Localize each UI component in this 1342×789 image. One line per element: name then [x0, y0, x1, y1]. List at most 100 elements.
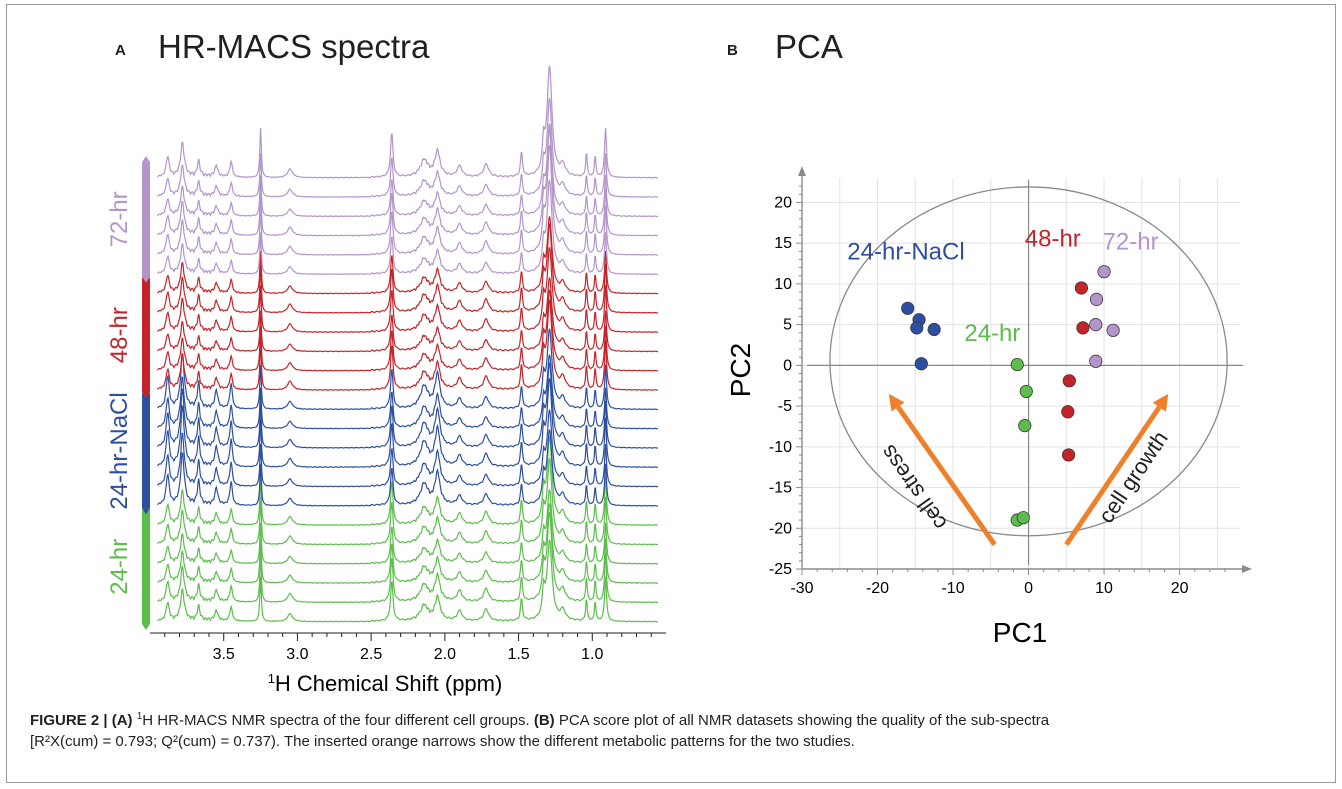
group-bars: 24-hr 24-hr-NaCl 48-hr 72-hr	[106, 156, 150, 630]
spectrum-line	[157, 128, 659, 237]
spectra-tick-label: 3.5	[213, 646, 235, 663]
pca-y-tick-label: -25	[769, 561, 792, 578]
spectrum-line	[157, 436, 659, 526]
pca-y-axis-label: PC2	[725, 343, 756, 397]
pca-x-axis-label: PC1	[993, 617, 1047, 648]
pca-point	[1061, 448, 1076, 462]
group-label: 48-hr	[106, 307, 133, 363]
group-label: 72-hr	[106, 191, 133, 247]
panel-a-letter: A	[115, 42, 126, 59]
group-label: 24-hr	[106, 539, 133, 595]
pca-point	[1019, 384, 1033, 399]
spectrum-line	[157, 179, 659, 276]
caption-part-b-label: (B)	[533, 712, 555, 729]
caption-fig-label: FIGURE 2 |	[30, 712, 108, 729]
spectrum-line	[157, 354, 659, 430]
pca-bottom-axis-arrow	[1242, 565, 1252, 573]
pca-y-tick-label: 10	[774, 276, 792, 293]
spectra-x-axis: 3.5 3.0 2.5 2.0 1.5 1.0	[150, 632, 666, 663]
pca-y-tick-label: -5	[778, 398, 792, 415]
pca-y-tick-label: -20	[769, 520, 792, 537]
spectrum-line	[157, 247, 659, 333]
pca-point	[1074, 281, 1089, 295]
group-bar	[142, 162, 150, 277]
caption-part-a-label: (A)	[111, 712, 133, 729]
spectra-tick-label: 3.0	[286, 646, 308, 663]
spectrum-line	[157, 503, 659, 584]
spectrum-line	[157, 539, 659, 623]
group-bar-cap-top	[142, 156, 150, 163]
pca-y-tick-label: 20	[774, 194, 792, 211]
pca-x-tick-label: -10	[941, 580, 964, 597]
pca-group-labels: 24-hr-NaCl 24-hr 48-hr 72-hr	[847, 225, 1158, 346]
pca-arrow-shaft	[895, 405, 997, 546]
spectra-tick-label: 1.0	[581, 646, 603, 663]
group-bar-cap-bottom	[142, 392, 150, 399]
pca-point	[1062, 374, 1076, 388]
caption-line-1: FIGURE 2 | (A) 1H HR-MACS NMR spectra of…	[30, 706, 1320, 731]
pca-point	[910, 321, 924, 335]
spectrum-line	[157, 328, 659, 411]
pca-y-tick-label: 15	[774, 235, 792, 252]
pca-x-tick-label: 20	[1171, 580, 1189, 597]
pca-point	[914, 357, 928, 371]
spectrum-line	[157, 123, 659, 218]
figure-frame	[6, 4, 1336, 783]
pca-point	[1018, 419, 1032, 433]
spectrum-line	[157, 223, 659, 314]
caption-part-a-text: H HR-MACS NMR spectra of the four differ…	[142, 712, 530, 729]
spectrum-line	[157, 429, 659, 507]
pca-axes: -30 -20 -10 0 10 20 20 15 10 5 0 -5 -10 -15 -20 -25	[769, 166, 1252, 597]
group-bar	[142, 277, 150, 393]
spectrum-line	[157, 362, 659, 449]
pca-hotelling-ellipse	[829, 186, 1228, 537]
pca-point	[1106, 323, 1120, 337]
group-bar-cap-bottom	[142, 276, 150, 283]
caption-part-b-text: PCA score plot of all NMR datasets showi…	[558, 712, 1050, 729]
pca-point	[1097, 265, 1111, 279]
pca-arrow-head	[1152, 393, 1169, 412]
pca-y-tick-label: -10	[769, 439, 792, 456]
pca-group-label: 24-hr-NaCl	[847, 238, 964, 265]
group-bar	[142, 509, 150, 624]
spectrum-line	[157, 216, 659, 295]
spectrum-line	[157, 277, 659, 353]
pca-y-tick-label: 0	[783, 357, 792, 374]
spectrum-line	[157, 512, 659, 604]
pca-point	[927, 322, 941, 337]
pca-point	[1089, 318, 1103, 332]
spectrum-line	[157, 299, 659, 391]
pca-point	[1010, 357, 1024, 372]
panel-b-title: PCA	[775, 28, 843, 65]
spectra-lines	[157, 65, 659, 623]
panel-b-letter: B	[727, 42, 738, 59]
pca-x-tick-label: -20	[866, 580, 889, 597]
pca-point	[901, 301, 915, 315]
spectra-tick-label: 2.5	[360, 646, 382, 663]
group-bar-cap-bottom	[142, 508, 150, 515]
figure-caption: FIGURE 2 | (A) 1H HR-MACS NMR spectra of…	[30, 706, 1320, 752]
pca-y-tick-label: -15	[769, 480, 792, 497]
pca-arrow-head	[888, 393, 905, 412]
spectrum-line	[157, 409, 659, 488]
spectrum-line	[157, 97, 659, 198]
pca-ellipse	[829, 186, 1228, 537]
spectrum-line	[157, 458, 659, 546]
spectra-tick-label: 1.5	[507, 646, 529, 663]
pca-arrow-shaft	[1064, 405, 1162, 546]
panel-a-title: HR-MACS spectra	[158, 28, 430, 65]
spectrum-line	[157, 489, 659, 565]
spectrum-line	[157, 145, 659, 256]
group-bar	[142, 393, 150, 509]
pca-point	[1061, 405, 1075, 419]
pca-group-label: 72-hr	[1103, 229, 1159, 256]
pca-left-axis-arrow	[798, 166, 806, 176]
pca-point	[1089, 292, 1104, 306]
pca-points	[901, 265, 1120, 527]
spectra-x-axis-label: 1H Chemical Shift (ppm)	[268, 671, 503, 696]
pca-group-label: 24-hr	[964, 320, 1020, 347]
pca-point	[1076, 321, 1090, 335]
pca-y-tick-label: 5	[783, 317, 792, 334]
